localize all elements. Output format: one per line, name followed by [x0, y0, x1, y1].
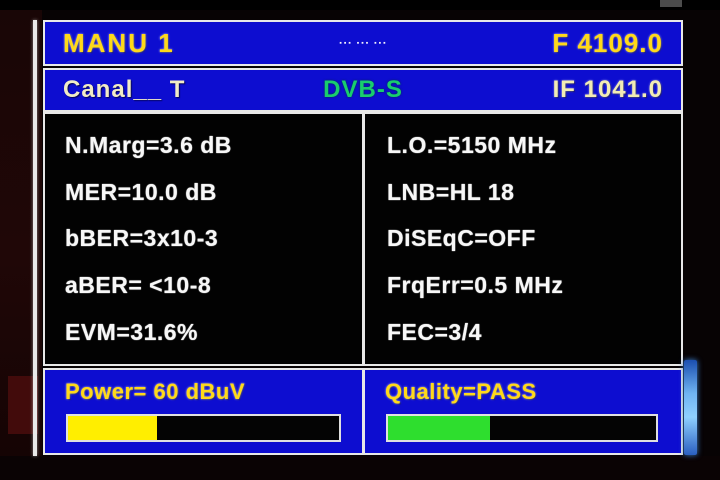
- top-black-band: [0, 0, 720, 10]
- measurement-diseqc: DiSEqC=OFF: [387, 225, 536, 252]
- left-accent-line: [33, 20, 37, 456]
- measurement-noise-margin: N.Marg=3.6 dB: [65, 131, 232, 158]
- power-label: Power= 60 dBuV: [65, 379, 246, 404]
- video-noise-notch: [660, 0, 682, 7]
- measurement-frq-err: FrqErr=0.5 MHz: [387, 272, 564, 299]
- measurements-right-column: L.O.=5150 MHz LNB=HL 18 DiSEqC=OFF FrqEr…: [365, 114, 681, 364]
- bottom-black-strip: [0, 456, 720, 480]
- power-bar: [66, 414, 341, 442]
- measurements-panel: N.Marg=3.6 dB MER=10.0 dB bBER=3x10-3 aB…: [43, 112, 683, 366]
- quality-section: Quality=PASS: [365, 370, 681, 453]
- measurement-aber: aBER= <10-8: [65, 272, 212, 299]
- power-section: Power= 60 dBuV: [45, 370, 365, 453]
- standard-badge: DVB-S: [323, 76, 403, 103]
- frequency-readout: F 4109.0: [552, 27, 663, 58]
- measurement-bber: bBER=3x10-3: [65, 225, 219, 252]
- measurement-lo: L.O.=5150 MHz: [387, 131, 557, 158]
- measurement-mer: MER=10.0 dB: [65, 178, 217, 205]
- header-bar: MANU 1 ▪▪▪ ▪▪▪ ▪▪▪ F 4109.0: [43, 20, 683, 66]
- page-title: MANU 1: [63, 27, 175, 58]
- quality-bar: [386, 414, 658, 442]
- measurement-evm: EVM=31.6%: [65, 319, 198, 346]
- power-bar-fill: [68, 416, 158, 440]
- screen-glare-strip: [684, 360, 697, 455]
- quality-label: Quality=PASS: [385, 379, 537, 404]
- subheader-bar: Canal__ T DVB-S IF 1041.0: [43, 68, 683, 112]
- if-frequency-readout: IF 1041.0: [552, 76, 663, 103]
- bottom-bar: Power= 60 dBuV Quality=PASS: [43, 368, 683, 455]
- measurement-fec: FEC=3/4: [387, 319, 482, 346]
- measurement-lnb: LNB=HL 18: [387, 178, 515, 205]
- quality-bar-fill: [388, 416, 490, 440]
- header-ticker-marks: ▪▪▪ ▪▪▪ ▪▪▪: [339, 39, 388, 47]
- measurements-left-column: N.Marg=3.6 dB MER=10.0 dB bBER=3x10-3 aB…: [45, 114, 365, 364]
- channel-label: Canal__ T: [63, 76, 186, 103]
- meter-panel: MANU 1 ▪▪▪ ▪▪▪ ▪▪▪ F 4109.0 Canal__ T DV…: [43, 20, 683, 455]
